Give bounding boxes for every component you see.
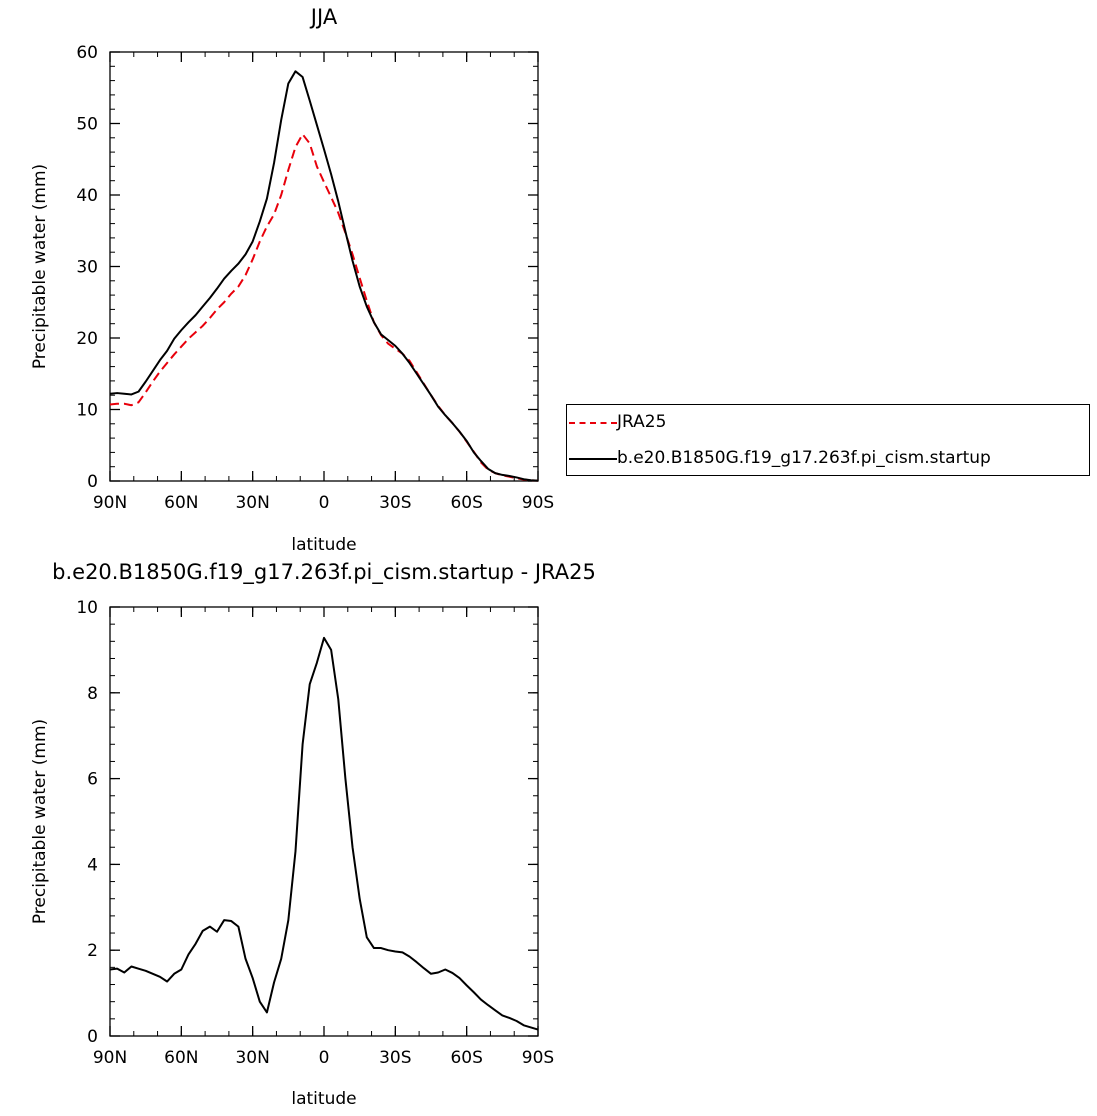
bottom-x-tick-label: 90S [522,1048,554,1068]
top-chart-title: JJA [309,5,338,29]
bottom-y-tick-label: 6 [87,770,98,790]
top-y-tick-label: 30 [76,258,98,278]
top-x-axis-label: latitude [291,535,356,555]
top-x-tick-label: 60N [164,493,198,513]
bottom-y-axis-label: Precipitable water (mm) [30,719,50,924]
bottom-x-axis-label: latitude [291,1089,356,1109]
top-x-tick-label: 90N [93,493,127,513]
bottom-series-line-0 [109,636,539,1031]
bottom-x-tick-label: 30S [379,1048,411,1068]
top-y-tick-label: 10 [76,401,98,421]
legend-swatch-jra25 [569,422,617,424]
top-y-tick-label: 60 [76,43,98,63]
top-x-tick-label: 60S [450,493,482,513]
bottom-x-tick-label: 30N [235,1048,269,1068]
bottom-plot-frame [109,606,539,1037]
bottom-y-tick-label: 4 [87,855,98,875]
top-plot-frame [109,51,539,482]
bottom-y-tick-label: 2 [87,941,98,961]
bottom-x-tick-label: 90N [93,1048,127,1068]
top-y-tick-label: 40 [76,186,98,206]
bottom-y-tick-label: 8 [87,684,98,704]
chart-legend: JRA25 b.e20.B1850G.f19_g17.263f.pi_cism.… [566,404,1090,476]
legend-entry-jra25: JRA25 [567,405,1089,441]
top-x-tick-label: 30N [235,493,269,513]
legend-label-model: b.e20.B1850G.f19_g17.263f.pi_cism.startu… [617,448,991,468]
bottom-x-tick-label: 0 [319,1048,330,1068]
top-x-tick-label: 30S [379,493,411,513]
top-panel: 90N 60N 30N 0 30S 60S 90S 0 10 20 30 40 50 60 JJA latit… [30,5,554,555]
legend-swatch-model [569,458,617,460]
top-y-tick-label: 0 [87,472,98,492]
bottom-y-tick-label: 0 [87,1027,98,1047]
top-y-axis-label: Precipitable water (mm) [30,164,50,369]
top-y-tick-label: 50 [76,115,98,135]
bottom-y-tick-label: 10 [76,598,98,618]
top-x-tick-label: 90S [522,493,554,513]
top-y-tick-label: 20 [76,329,98,349]
legend-entry-model: b.e20.B1850G.f19_g17.263f.pi_cism.startu… [567,441,1089,477]
top-series-line-0 [109,133,539,482]
top-x-tick-label: 0 [319,493,330,513]
bottom-x-tick-label: 60S [450,1048,482,1068]
top-series-line-1 [109,70,539,482]
bottom-chart-title: b.e20.B1850G.f19_g17.263f.pi_cism.startu… [52,560,596,585]
bottom-x-tick-label: 60N [164,1048,198,1068]
legend-label-jra25: JRA25 [617,412,667,432]
bottom-panel: 90N 60N 30N 0 30S 60S 90S 0 2 4 6 8 10 b.e20.B1850G.f… [30,560,596,1109]
